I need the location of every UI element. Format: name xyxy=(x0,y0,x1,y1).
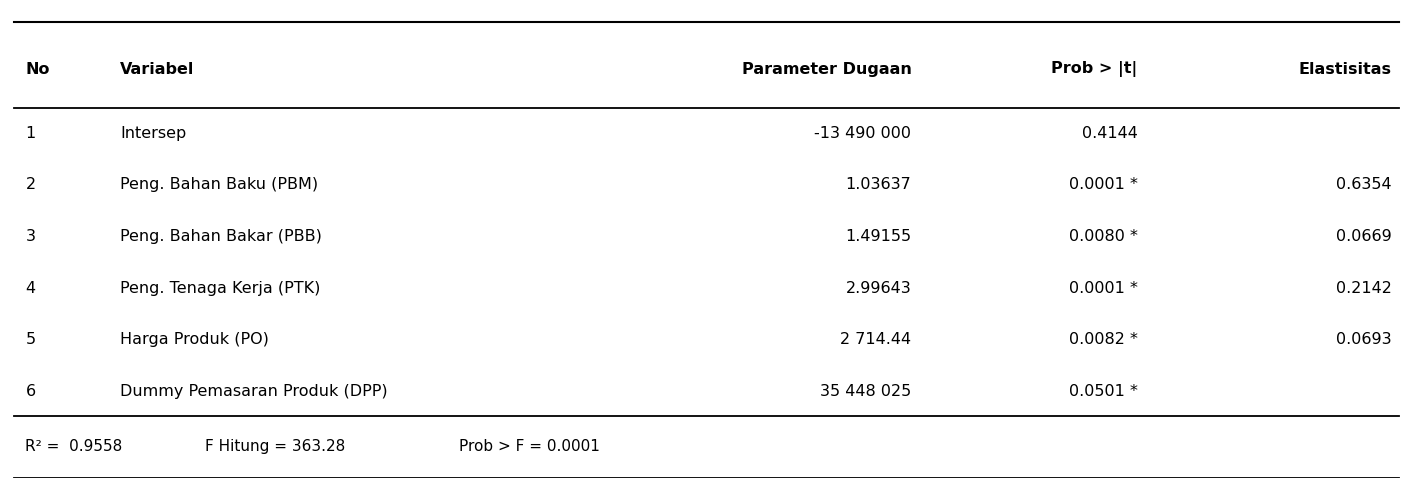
Text: 0.4144: 0.4144 xyxy=(1081,126,1137,141)
Text: 35 448 025: 35 448 025 xyxy=(820,384,911,399)
Text: Harga Produk (PO): Harga Produk (PO) xyxy=(120,332,268,348)
Text: 0.0693: 0.0693 xyxy=(1337,332,1392,348)
Text: Peng. Bahan Baku (PBM): Peng. Bahan Baku (PBM) xyxy=(120,177,318,193)
Text: Intersep: Intersep xyxy=(120,126,187,141)
Text: 0.0001 *: 0.0001 * xyxy=(1068,281,1137,296)
Text: 1.03637: 1.03637 xyxy=(845,177,911,193)
Text: Prob > |t|: Prob > |t| xyxy=(1051,61,1137,77)
Text: Peng. Bahan Bakar (PBB): Peng. Bahan Bakar (PBB) xyxy=(120,229,322,244)
Text: 6: 6 xyxy=(25,384,35,399)
Text: Dummy Pemasaran Produk (DPP): Dummy Pemasaran Produk (DPP) xyxy=(120,384,387,399)
Text: 2 714.44: 2 714.44 xyxy=(841,332,911,348)
Text: No: No xyxy=(25,62,49,77)
Text: Parameter Dugaan: Parameter Dugaan xyxy=(742,62,911,77)
Text: 2: 2 xyxy=(25,177,35,193)
Text: 2.99643: 2.99643 xyxy=(845,281,911,296)
Text: 0.6354: 0.6354 xyxy=(1337,177,1392,193)
Text: 4: 4 xyxy=(25,281,35,296)
Text: -13 490 000: -13 490 000 xyxy=(814,126,911,141)
Text: 0.0669: 0.0669 xyxy=(1337,229,1392,244)
Text: 0.2142: 0.2142 xyxy=(1335,281,1392,296)
Text: 1.49155: 1.49155 xyxy=(845,229,911,244)
Text: Elastisitas: Elastisitas xyxy=(1299,62,1392,77)
Text: 0.0001 *: 0.0001 * xyxy=(1068,177,1137,193)
Text: 0.0082 *: 0.0082 * xyxy=(1068,332,1137,348)
Text: F Hitung = 363.28: F Hitung = 363.28 xyxy=(205,439,345,455)
Text: 0.0501 *: 0.0501 * xyxy=(1068,384,1137,399)
Text: 5: 5 xyxy=(25,332,35,348)
Text: Variabel: Variabel xyxy=(120,62,195,77)
Text: Peng. Tenaga Kerja (PTK): Peng. Tenaga Kerja (PTK) xyxy=(120,281,321,296)
Text: R² =  0.9558: R² = 0.9558 xyxy=(25,439,123,455)
Text: 0.0080 *: 0.0080 * xyxy=(1068,229,1137,244)
Text: Prob > F = 0.0001: Prob > F = 0.0001 xyxy=(459,439,601,455)
Text: 1: 1 xyxy=(25,126,35,141)
Text: 3: 3 xyxy=(25,229,35,244)
